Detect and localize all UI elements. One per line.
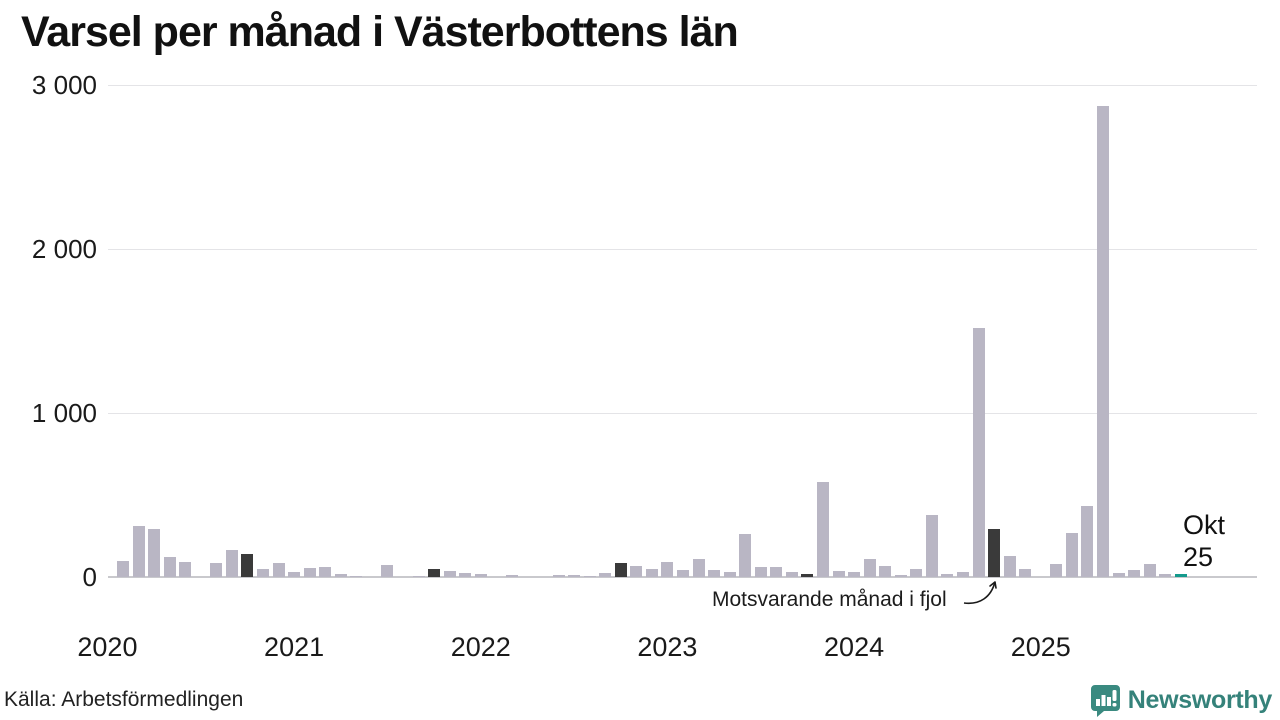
page-title: Varsel per månad i Västerbottens län [21,8,739,56]
x-tick-label-2025: 2025 [1010,632,1071,662]
bar-2024-03 [879,565,892,577]
gridline-1000 [108,412,1257,414]
x-tick-label-2021: 2021 [264,632,325,662]
bar-2020-06 [179,562,192,577]
bar-2023-04 [708,569,721,577]
bar-2020-03 [132,526,145,577]
bar-2024-02 [863,559,876,577]
bar-2023-03 [692,559,705,577]
y-tick-label-2000: 2 000 [31,234,97,264]
annotation-text: Motsvarande månad i fjol [712,588,947,611]
bar-2022-12 [645,568,658,577]
bar-2022-11 [630,565,643,577]
bar-2023-10 [801,573,814,577]
bar-2023-01 [661,561,674,577]
bar-2023-05 [723,572,736,577]
bar-2023-02 [676,569,689,577]
bar-2023-11 [816,481,829,577]
bar-2021-11 [443,571,456,577]
bar-2025-03 [1065,532,1078,577]
bar-2024-12 [1019,568,1032,577]
bar-2022-06 [552,575,565,577]
bar-2025-08 [1143,564,1156,577]
bar-2020-05 [163,556,176,577]
bar-2021-07 [381,565,394,577]
x-tick-label-2023: 2023 [637,632,698,662]
bar-2022-10 [614,563,627,577]
brand-name: Newsworthy [1127,686,1273,714]
bar-2020-08 [210,563,223,577]
bar-2025-05 [1096,106,1109,577]
bar-2021-12 [459,573,472,577]
bar-2022-03 [505,575,518,577]
y-tick-label-3000: 3 000 [31,70,97,100]
bar-2024-05 [910,569,923,577]
bar-2022-08 [583,575,596,577]
bar-2020-04 [148,528,161,577]
bar-2024-10 [988,529,1001,577]
bar-2021-10 [428,569,441,577]
bar-2025-02 [1050,564,1063,577]
current-month-line2: 25 [1183,542,1214,572]
bar-2024-11 [1003,555,1016,577]
x-tick-label-2020: 2020 [77,632,138,662]
x-tick-label-2022: 2022 [450,632,511,662]
current-month-label: Okt 25 [1183,509,1225,573]
bar-2020-10 [241,554,254,577]
brand-lockup: Newsworthy [1090,684,1272,717]
annotation-arrow-icon [963,581,997,605]
bar-2021-04 [334,573,347,577]
gridline-0 [108,576,1257,578]
bar-2025-09 [1159,574,1172,577]
source-credit: Källa: Arbetsförmedlingen [4,688,244,711]
bar-2021-09 [412,575,425,577]
newsworthy-logo-icon [1090,685,1120,717]
y-tick-label-1000: 1 000 [31,398,97,428]
bar-2024-06 [925,514,938,577]
bar-2024-09 [972,327,985,577]
bar-2024-07 [941,573,954,577]
bar-2023-07 [754,566,767,577]
bar-2025-07 [1128,569,1141,577]
bar-2022-07 [568,575,581,577]
bar-2025-10 [1174,573,1187,577]
bar-2025-06 [1112,573,1125,577]
bar-2020-09 [225,550,238,577]
bar-2022-01 [474,574,487,577]
bar-2023-06 [739,534,752,577]
bar-2021-01 [288,571,301,577]
gridline-2000 [108,248,1257,250]
bar-2021-02 [303,568,316,577]
bar-2023-08 [770,566,783,577]
bar-2023-12 [832,570,845,577]
current-month-line1: Okt [1183,510,1226,540]
bar-2024-04 [894,575,907,577]
bar-2020-11 [256,568,269,577]
x-tick-label-2024: 2024 [824,632,885,662]
bar-2021-05 [350,576,363,577]
bar-2023-09 [785,572,798,577]
bar-2024-01 [848,572,861,577]
bar-2021-03 [319,567,332,577]
bar-2020-12 [272,562,285,577]
bar-2020-02 [117,561,129,577]
y-tick-label-0: 0 [82,562,97,592]
bar-2022-09 [599,573,612,577]
gridline-3000 [108,84,1257,86]
bar-2024-08 [956,572,969,577]
bar-2025-04 [1081,506,1094,577]
